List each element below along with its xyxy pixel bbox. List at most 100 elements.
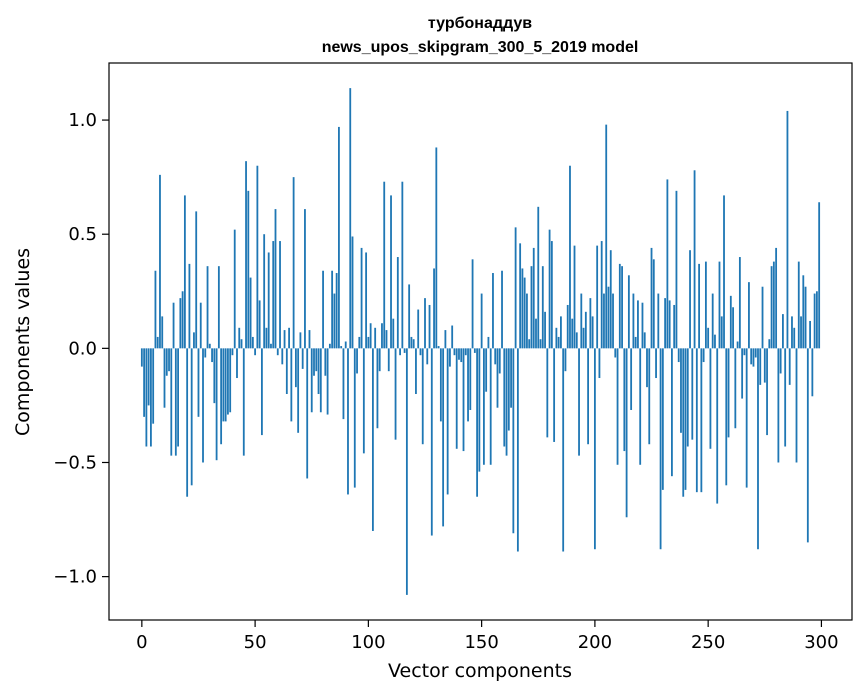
- bar: [392, 318, 395, 349]
- bar: [340, 346, 343, 349]
- x-axis-ticks: 0 50 100 150 200 250 300: [136, 620, 839, 653]
- bar: [811, 348, 814, 397]
- bar: [557, 336, 560, 349]
- bar: [800, 316, 802, 349]
- bar: [802, 275, 805, 349]
- bar: [421, 348, 424, 445]
- bar: [668, 300, 671, 349]
- bar: [501, 270, 503, 349]
- bar: [632, 293, 635, 349]
- bar: [476, 348, 479, 497]
- bar: [349, 88, 352, 349]
- bar: [591, 316, 594, 349]
- bar: [267, 252, 270, 349]
- bar: [260, 348, 263, 436]
- bar: [702, 348, 705, 363]
- bar: [292, 177, 295, 349]
- bar: [736, 341, 739, 349]
- bar: [768, 339, 771, 349]
- y-axis-label: Components values: [12, 248, 34, 436]
- bar: [777, 348, 780, 463]
- bar: [415, 348, 417, 395]
- bar: [761, 286, 764, 349]
- bar: [159, 174, 161, 349]
- bar: [405, 348, 408, 595]
- bar: [639, 348, 642, 465]
- bar: [732, 307, 734, 349]
- bar: [492, 273, 494, 349]
- bar: [489, 348, 492, 465]
- bar: [365, 252, 368, 349]
- bar: [471, 259, 474, 349]
- bar: [424, 298, 426, 349]
- bar: [199, 302, 202, 349]
- bar: [458, 348, 460, 360]
- bar: [716, 348, 719, 504]
- bar: [342, 348, 345, 420]
- bar: [655, 348, 657, 379]
- bar: [695, 348, 698, 493]
- bar: [190, 348, 193, 486]
- bar: [140, 348, 143, 367]
- bar: [435, 147, 438, 349]
- bar: [290, 348, 293, 422]
- bar: [285, 348, 288, 395]
- bar: [310, 348, 313, 413]
- bar: [616, 348, 619, 465]
- bar: [600, 241, 603, 349]
- bar: [553, 348, 556, 442]
- bar: [335, 273, 338, 349]
- bar: [562, 348, 565, 552]
- bar: [512, 348, 515, 534]
- bar: [648, 348, 651, 445]
- bar: [784, 348, 787, 447]
- bar: [251, 336, 254, 349]
- bar: [145, 348, 148, 447]
- bar: [530, 266, 533, 349]
- bar: [242, 348, 245, 456]
- bar: [240, 339, 243, 349]
- bar: [516, 348, 519, 552]
- bar: [263, 234, 266, 349]
- bar: [526, 293, 528, 349]
- bar: [356, 348, 358, 374]
- bar: [143, 348, 146, 417]
- bar: [698, 263, 701, 349]
- bar: [197, 348, 200, 417]
- bar: [351, 236, 354, 349]
- bar: [453, 348, 456, 356]
- bar: [315, 348, 318, 372]
- bar: [752, 348, 755, 367]
- bar: [539, 339, 542, 349]
- bar: [815, 291, 818, 349]
- bar: [462, 348, 465, 452]
- bar: [204, 348, 207, 358]
- bar: [772, 261, 775, 349]
- bar: [652, 259, 655, 349]
- bar: [367, 336, 370, 349]
- bar: [587, 348, 590, 445]
- bar: [507, 348, 510, 431]
- bar: [580, 293, 583, 349]
- bar: [215, 348, 218, 461]
- bar: [519, 243, 522, 349]
- bar: [571, 318, 574, 349]
- bar: [741, 348, 744, 399]
- bar: [328, 343, 331, 349]
- x-tick-label: 300: [804, 632, 838, 653]
- bar: [770, 266, 773, 349]
- bar: [673, 304, 676, 349]
- bar: [304, 209, 306, 349]
- bar: [700, 348, 703, 493]
- bar: [378, 348, 381, 372]
- bar: [627, 275, 630, 349]
- bar: [442, 348, 445, 527]
- bar: [621, 266, 623, 349]
- bar: [704, 261, 707, 349]
- bar: [249, 277, 252, 349]
- x-tick-label: 100: [351, 632, 385, 653]
- bar: [589, 298, 592, 349]
- bar: [317, 348, 320, 395]
- bar: [618, 263, 621, 349]
- bar: [723, 195, 725, 349]
